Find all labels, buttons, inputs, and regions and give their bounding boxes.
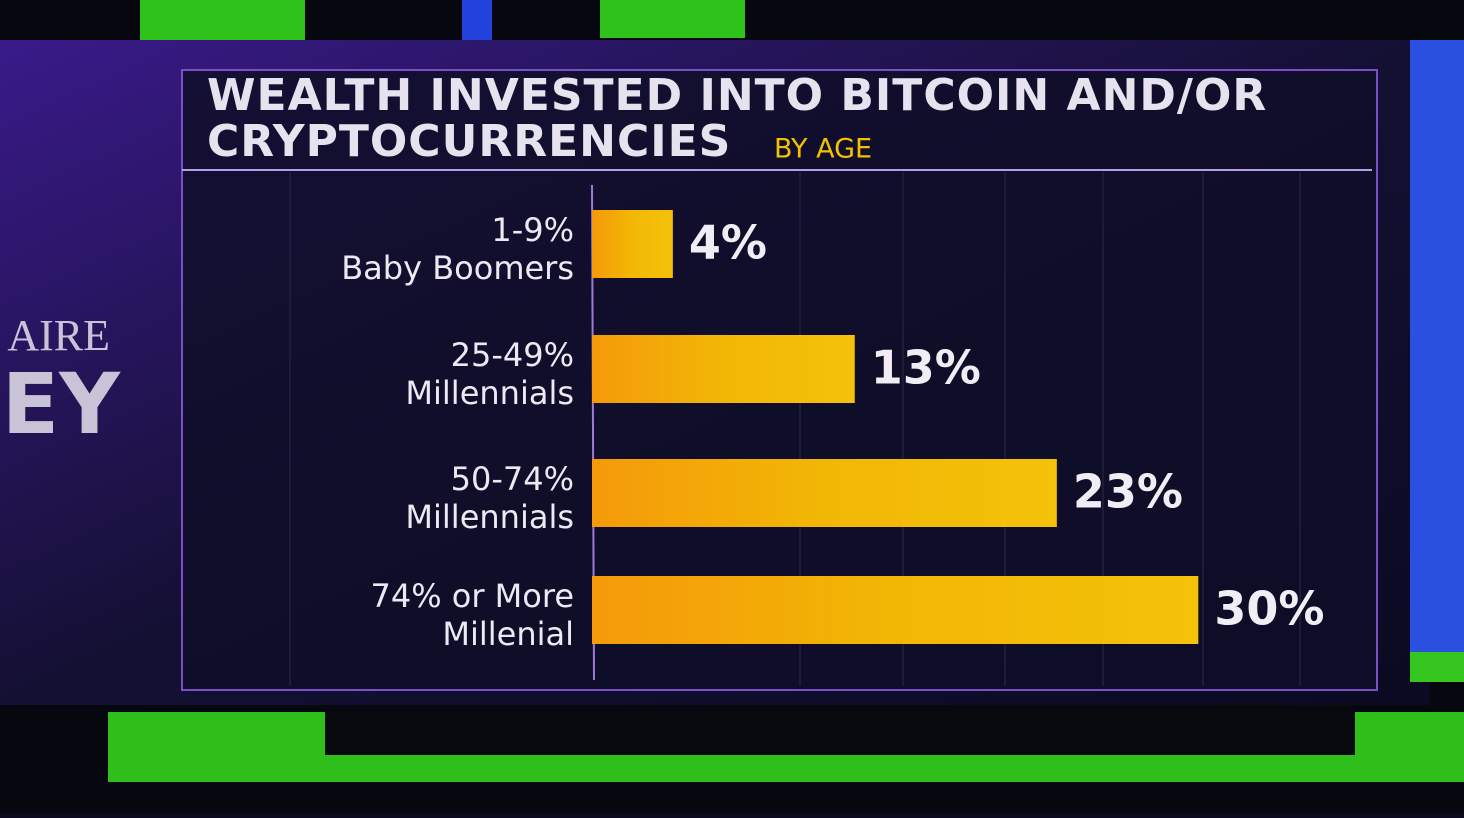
chart-title: WEALTH INVESTED INTO BITCOIN AND/OR CRYPT…: [207, 70, 1267, 167]
bar: [592, 576, 1199, 644]
bar: [592, 210, 673, 278]
background-text: AIRE: [7, 311, 110, 360]
bar: [592, 459, 1057, 527]
decor-block: [600, 0, 745, 38]
category-label: 50-74%: [451, 460, 574, 498]
background-text: EY: [2, 355, 121, 453]
value-label: 4%: [689, 216, 767, 270]
decor-block: [325, 705, 1355, 755]
chart-subtitle: BY AGE: [774, 134, 872, 165]
title-line: CRYPTOCURRENCIES: [207, 116, 731, 167]
value-label: 30%: [1214, 582, 1324, 636]
decor-block: [462, 0, 492, 40]
value-label: 13%: [871, 341, 981, 395]
bar: [592, 335, 855, 403]
group-label: Millennials: [405, 374, 574, 412]
decor-block: [140, 0, 305, 42]
value-label: 23%: [1073, 465, 1183, 519]
category-label: 74% or More: [370, 577, 574, 615]
decor-block: [1410, 40, 1464, 660]
group-label: Millenial: [442, 615, 574, 653]
decor-block: [1410, 652, 1464, 682]
group-label: Baby Boomers: [341, 249, 574, 287]
category-label: 1-9%: [491, 211, 574, 249]
title-line: WEALTH INVESTED INTO BITCOIN AND/OR: [207, 70, 1267, 121]
category-label: 25-49%: [451, 336, 574, 374]
group-label: Millennials: [405, 498, 574, 536]
